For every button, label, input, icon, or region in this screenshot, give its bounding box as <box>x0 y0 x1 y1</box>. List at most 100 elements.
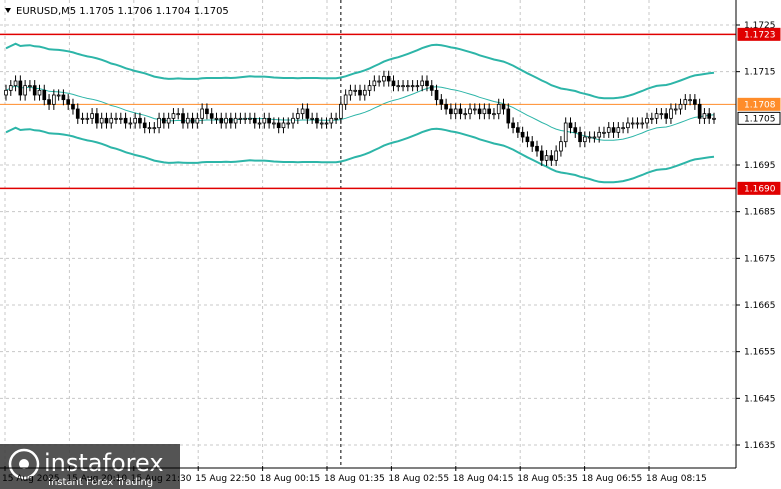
candle-body <box>157 117 161 129</box>
moving-average-line <box>5 85 715 141</box>
candle-body <box>71 103 75 110</box>
candle-body <box>372 80 377 87</box>
logo-brand-text: instaforex <box>44 449 164 477</box>
candle-body <box>257 122 262 125</box>
candle-body <box>382 75 386 82</box>
candle-body <box>578 131 582 143</box>
logo-tagline-text: Instant Forex Trading <box>48 477 153 488</box>
candle-body <box>185 117 190 124</box>
candle-body <box>453 108 458 115</box>
candle-body <box>602 131 606 134</box>
candle-body <box>544 155 549 161</box>
candle-body <box>362 89 367 96</box>
time-axis[interactable]: 15 Aug 2025 15 Aug 20:10 15 Aug 21:30 15 Au… <box>2 466 707 484</box>
candle-body <box>583 136 587 143</box>
time-tick-label: 15 Aug 21:30 <box>131 474 192 484</box>
candle-body <box>606 127 611 133</box>
candle-body <box>621 127 625 130</box>
bollinger-lower-band <box>5 126 715 184</box>
candle-body <box>310 117 314 120</box>
price-tick-label: 1.1655 <box>744 348 776 358</box>
candles <box>4 70 716 166</box>
candle-body <box>683 99 688 105</box>
candle-body <box>99 117 104 124</box>
candle-body <box>688 99 692 102</box>
grid <box>0 0 736 466</box>
candle-body <box>300 108 305 115</box>
price-tags: 1.1723 1.1690 1.1708 1.1705 <box>737 27 781 195</box>
candle-body <box>410 85 415 88</box>
candle-body <box>47 99 51 105</box>
candle-body <box>339 103 343 119</box>
time-tick-label: 18 Aug 06:55 <box>582 474 643 484</box>
candle-body <box>353 89 358 92</box>
candle-body <box>391 80 396 87</box>
candle-body <box>291 117 295 124</box>
support-tag-bg <box>737 181 781 195</box>
candle-body <box>377 80 381 83</box>
support-tag-label: 1.1690 <box>744 184 776 194</box>
candle-body <box>449 108 453 115</box>
time-tick-label: 15 Aug 22:50 <box>195 474 256 484</box>
candle-body <box>238 117 243 120</box>
candle-body <box>233 117 238 124</box>
price-tick-label: 1.1635 <box>744 441 776 451</box>
candle-body <box>468 108 472 115</box>
time-tick-label: 18 Aug 02:55 <box>388 474 449 484</box>
instaforex-logo: instaforex Instant Forex Trading <box>0 444 180 489</box>
candle-body <box>152 127 157 130</box>
candle-body <box>659 113 664 116</box>
candle-body <box>324 122 329 125</box>
resistance-tag-label: 1.1723 <box>744 30 776 40</box>
candle-body <box>305 108 310 119</box>
candle-body <box>190 117 195 124</box>
candle-body <box>693 99 697 105</box>
resistance-tag-bg <box>737 27 781 41</box>
price-tick-label: 1.1685 <box>744 208 776 218</box>
candle-body <box>276 122 281 129</box>
candle-body <box>243 117 248 120</box>
logo-globe-icon <box>8 448 40 480</box>
candle-body <box>697 103 702 119</box>
candle-body <box>635 122 640 125</box>
candle-body <box>597 131 602 138</box>
candle-body <box>511 122 515 129</box>
candle-body <box>496 103 501 115</box>
candle-body <box>415 85 420 88</box>
candle-body <box>109 117 114 124</box>
price-tick-label: 1.1645 <box>744 394 776 404</box>
candle-body <box>573 127 578 133</box>
candle-body <box>472 108 477 111</box>
candle-body <box>664 113 668 119</box>
candle-body <box>42 89 47 101</box>
candle-body <box>358 89 362 96</box>
candle-body <box>386 75 391 82</box>
candle-body <box>334 117 338 120</box>
candle-body <box>32 85 37 96</box>
time-tick-label: 18 Aug 01:35 <box>324 474 385 484</box>
candle-body <box>52 94 56 105</box>
candle-body <box>707 113 712 119</box>
candle-body <box>195 117 200 124</box>
candle-body <box>13 80 18 87</box>
price-tick-label: 1.1725 <box>744 21 776 31</box>
logo-globe-dot <box>19 459 29 469</box>
candle-body <box>118 117 123 120</box>
candle-body <box>444 103 448 110</box>
candle-body <box>654 113 659 119</box>
price-axis[interactable]: 1.1725 1.1715 1.1695 1.1685 1.1675 1.1665 1.16… <box>736 21 776 451</box>
candle-body <box>56 94 61 97</box>
time-tick-label: 15 Aug 20:10 <box>66 474 127 484</box>
price-tick-label: 1.1665 <box>744 301 776 311</box>
candle-body <box>166 117 171 124</box>
candle-body <box>95 113 99 124</box>
candle-body <box>133 117 137 124</box>
candle-body <box>200 108 204 119</box>
candle-body <box>295 113 300 119</box>
candle-body <box>315 117 319 124</box>
candle-body <box>520 131 525 138</box>
current-price-tag-label: 1.1705 <box>744 114 776 124</box>
symbol-menu-arrow-icon[interactable] <box>5 8 11 13</box>
